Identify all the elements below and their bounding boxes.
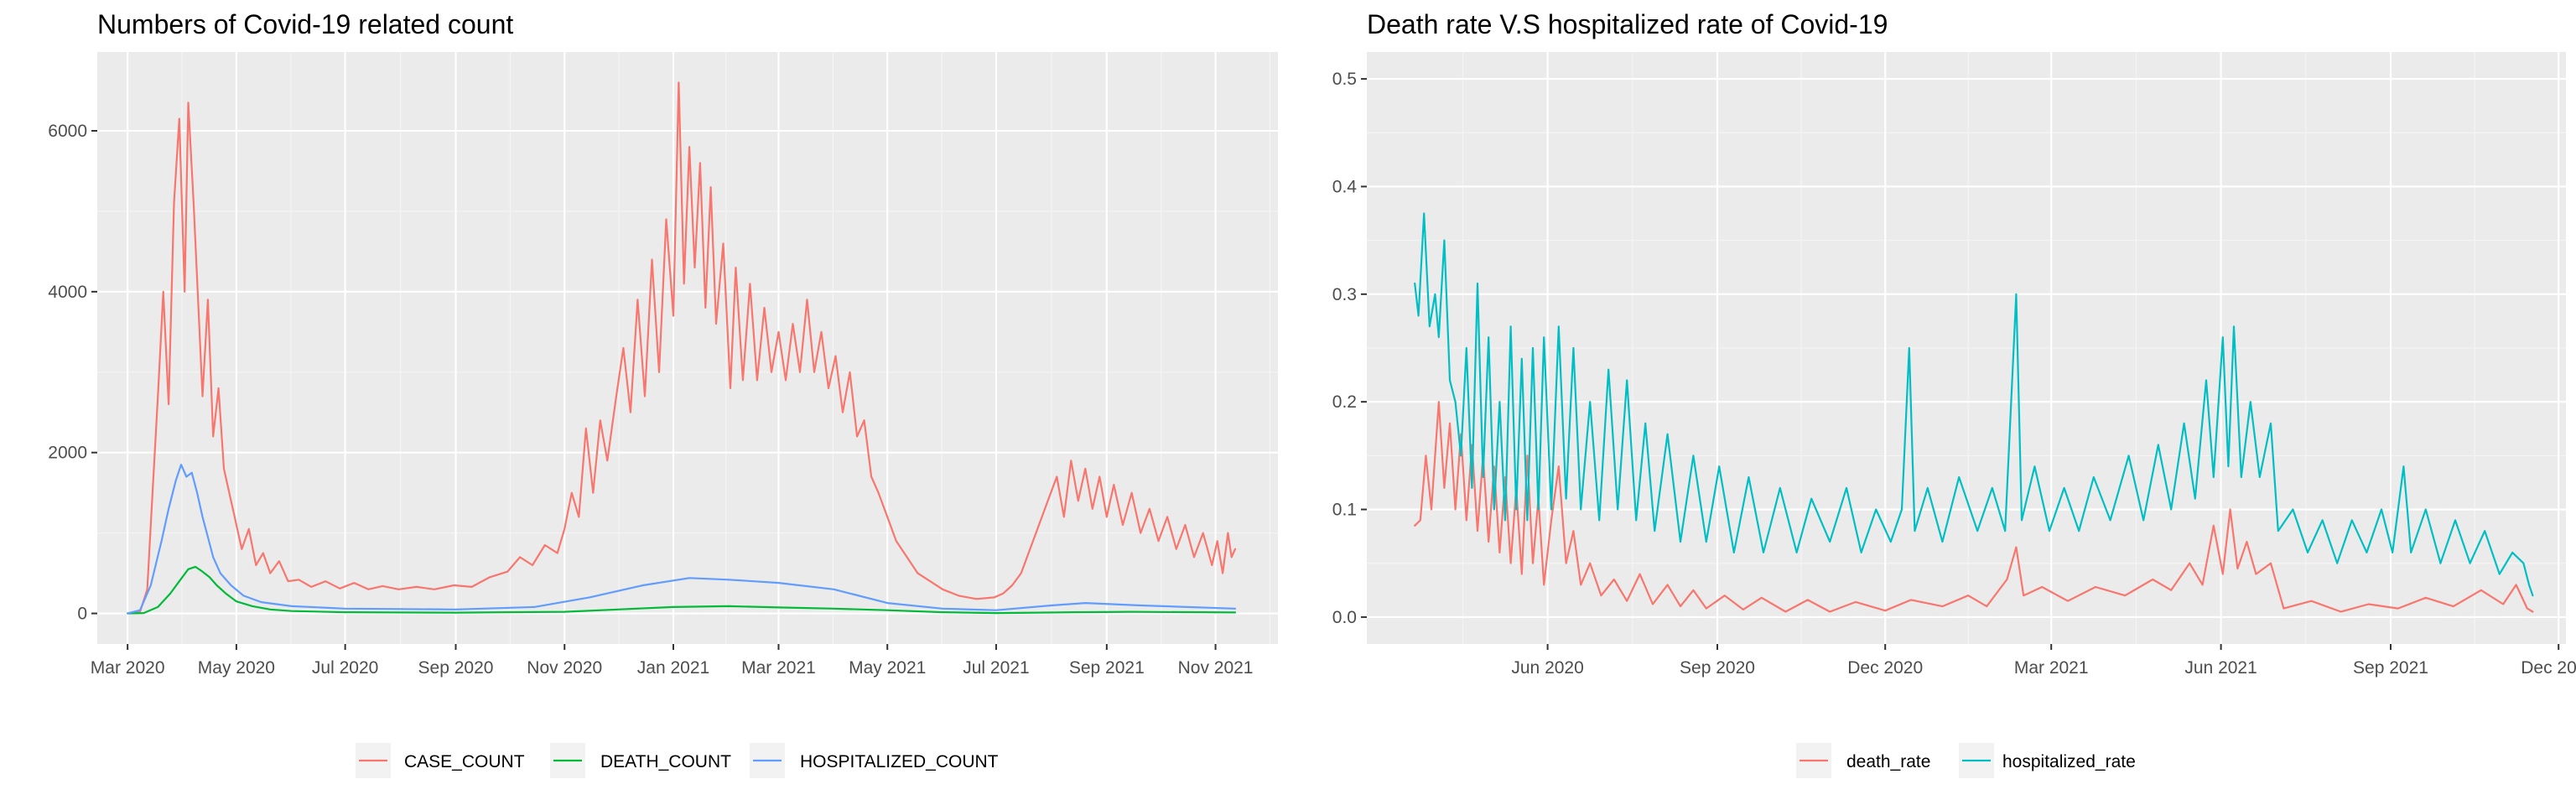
count-chart-title: Numbers of Covid-19 related count [97, 9, 513, 39]
x-tick-label: Dec 2020 [1847, 658, 1923, 678]
x-tick-label: Jul 2020 [312, 658, 378, 678]
x-tick-label: Sep 2021 [1069, 658, 1145, 678]
legend-label-hospitalized-rate: hospitalized_rate [2002, 752, 2136, 771]
y-tick-label: 0.0 [1332, 608, 1357, 627]
x-tick-label: Nov 2021 [1178, 658, 1254, 678]
series-line-death-count [127, 565, 1237, 615]
x-tick-label: Jan 2021 [637, 658, 709, 678]
x-tick-label: May 2020 [198, 658, 275, 678]
rate-chart: Death rate V.S hospitalized rate of Covi… [1332, 9, 2576, 778]
legend-label-case-count: CASE_COUNT [404, 752, 525, 771]
count-chart-legend: CASE_COUNT DEATH_COUNT HOSPITALIZED_COUN… [356, 743, 999, 778]
rate-chart-legend: death_rate hospitalized_rate [1796, 743, 2136, 778]
legend-label-hospitalized-count: HOSPITALIZED_COUNT [800, 752, 999, 771]
y-tick-label: 4000 [48, 283, 87, 302]
y-tick-label: 0.4 [1332, 177, 1358, 196]
legend-label-death-rate: death_rate [1846, 752, 1930, 771]
count-chart-grid [97, 52, 1278, 644]
count-chart-axes: Mar 2020 May 2020 Jul 2020 Sep 2020 Nov 2020… [48, 122, 1253, 678]
x-tick-label: Jun 2020 [1511, 658, 1583, 678]
y-tick-label: 6000 [48, 122, 87, 141]
x-tick-label: Dec 2021 [2521, 658, 2576, 678]
y-tick-label: 0.5 [1332, 70, 1357, 89]
x-tick-label: Sep 2020 [418, 658, 494, 678]
y-tick-label: 0.1 [1332, 501, 1357, 520]
series-line-hospitalized-count [127, 463, 1237, 615]
rate-chart-axes: Jun 2020 Sep 2020 Dec 2020 Mar 2021 Jun 2021… [1332, 70, 2576, 678]
x-tick-label: Sep 2021 [2353, 658, 2428, 678]
rate-chart-series [1414, 212, 2534, 613]
x-tick-label: May 2021 [849, 658, 926, 678]
rate-chart-title: Death rate V.S hospitalized rate of Covi… [1367, 9, 1888, 39]
y-tick-label: 0.2 [1332, 392, 1357, 412]
series-line-death-rate [1414, 401, 2534, 613]
y-tick-label: 2000 [48, 444, 87, 463]
x-tick-label: Mar 2021 [2014, 658, 2089, 678]
x-tick-label: Sep 2020 [1680, 658, 1755, 678]
count-chart: Numbers of Covid-19 related count Mar 20… [48, 9, 1278, 778]
x-tick-label: Nov 2020 [527, 658, 602, 678]
count-chart-series [127, 81, 1237, 615]
count-chart-panel [97, 52, 1278, 644]
y-tick-label: 0 [77, 605, 87, 624]
x-tick-label: Mar 2021 [741, 658, 816, 678]
series-line-case-count [127, 81, 1237, 615]
x-tick-label: Jul 2021 [963, 658, 1029, 678]
x-tick-label: Mar 2020 [91, 658, 165, 678]
series-line-hospitalized-rate [1414, 212, 2534, 597]
y-tick-label: 0.3 [1332, 285, 1357, 304]
x-tick-label: Jun 2021 [2184, 658, 2257, 678]
legend-label-death-count: DEATH_COUNT [600, 752, 731, 771]
